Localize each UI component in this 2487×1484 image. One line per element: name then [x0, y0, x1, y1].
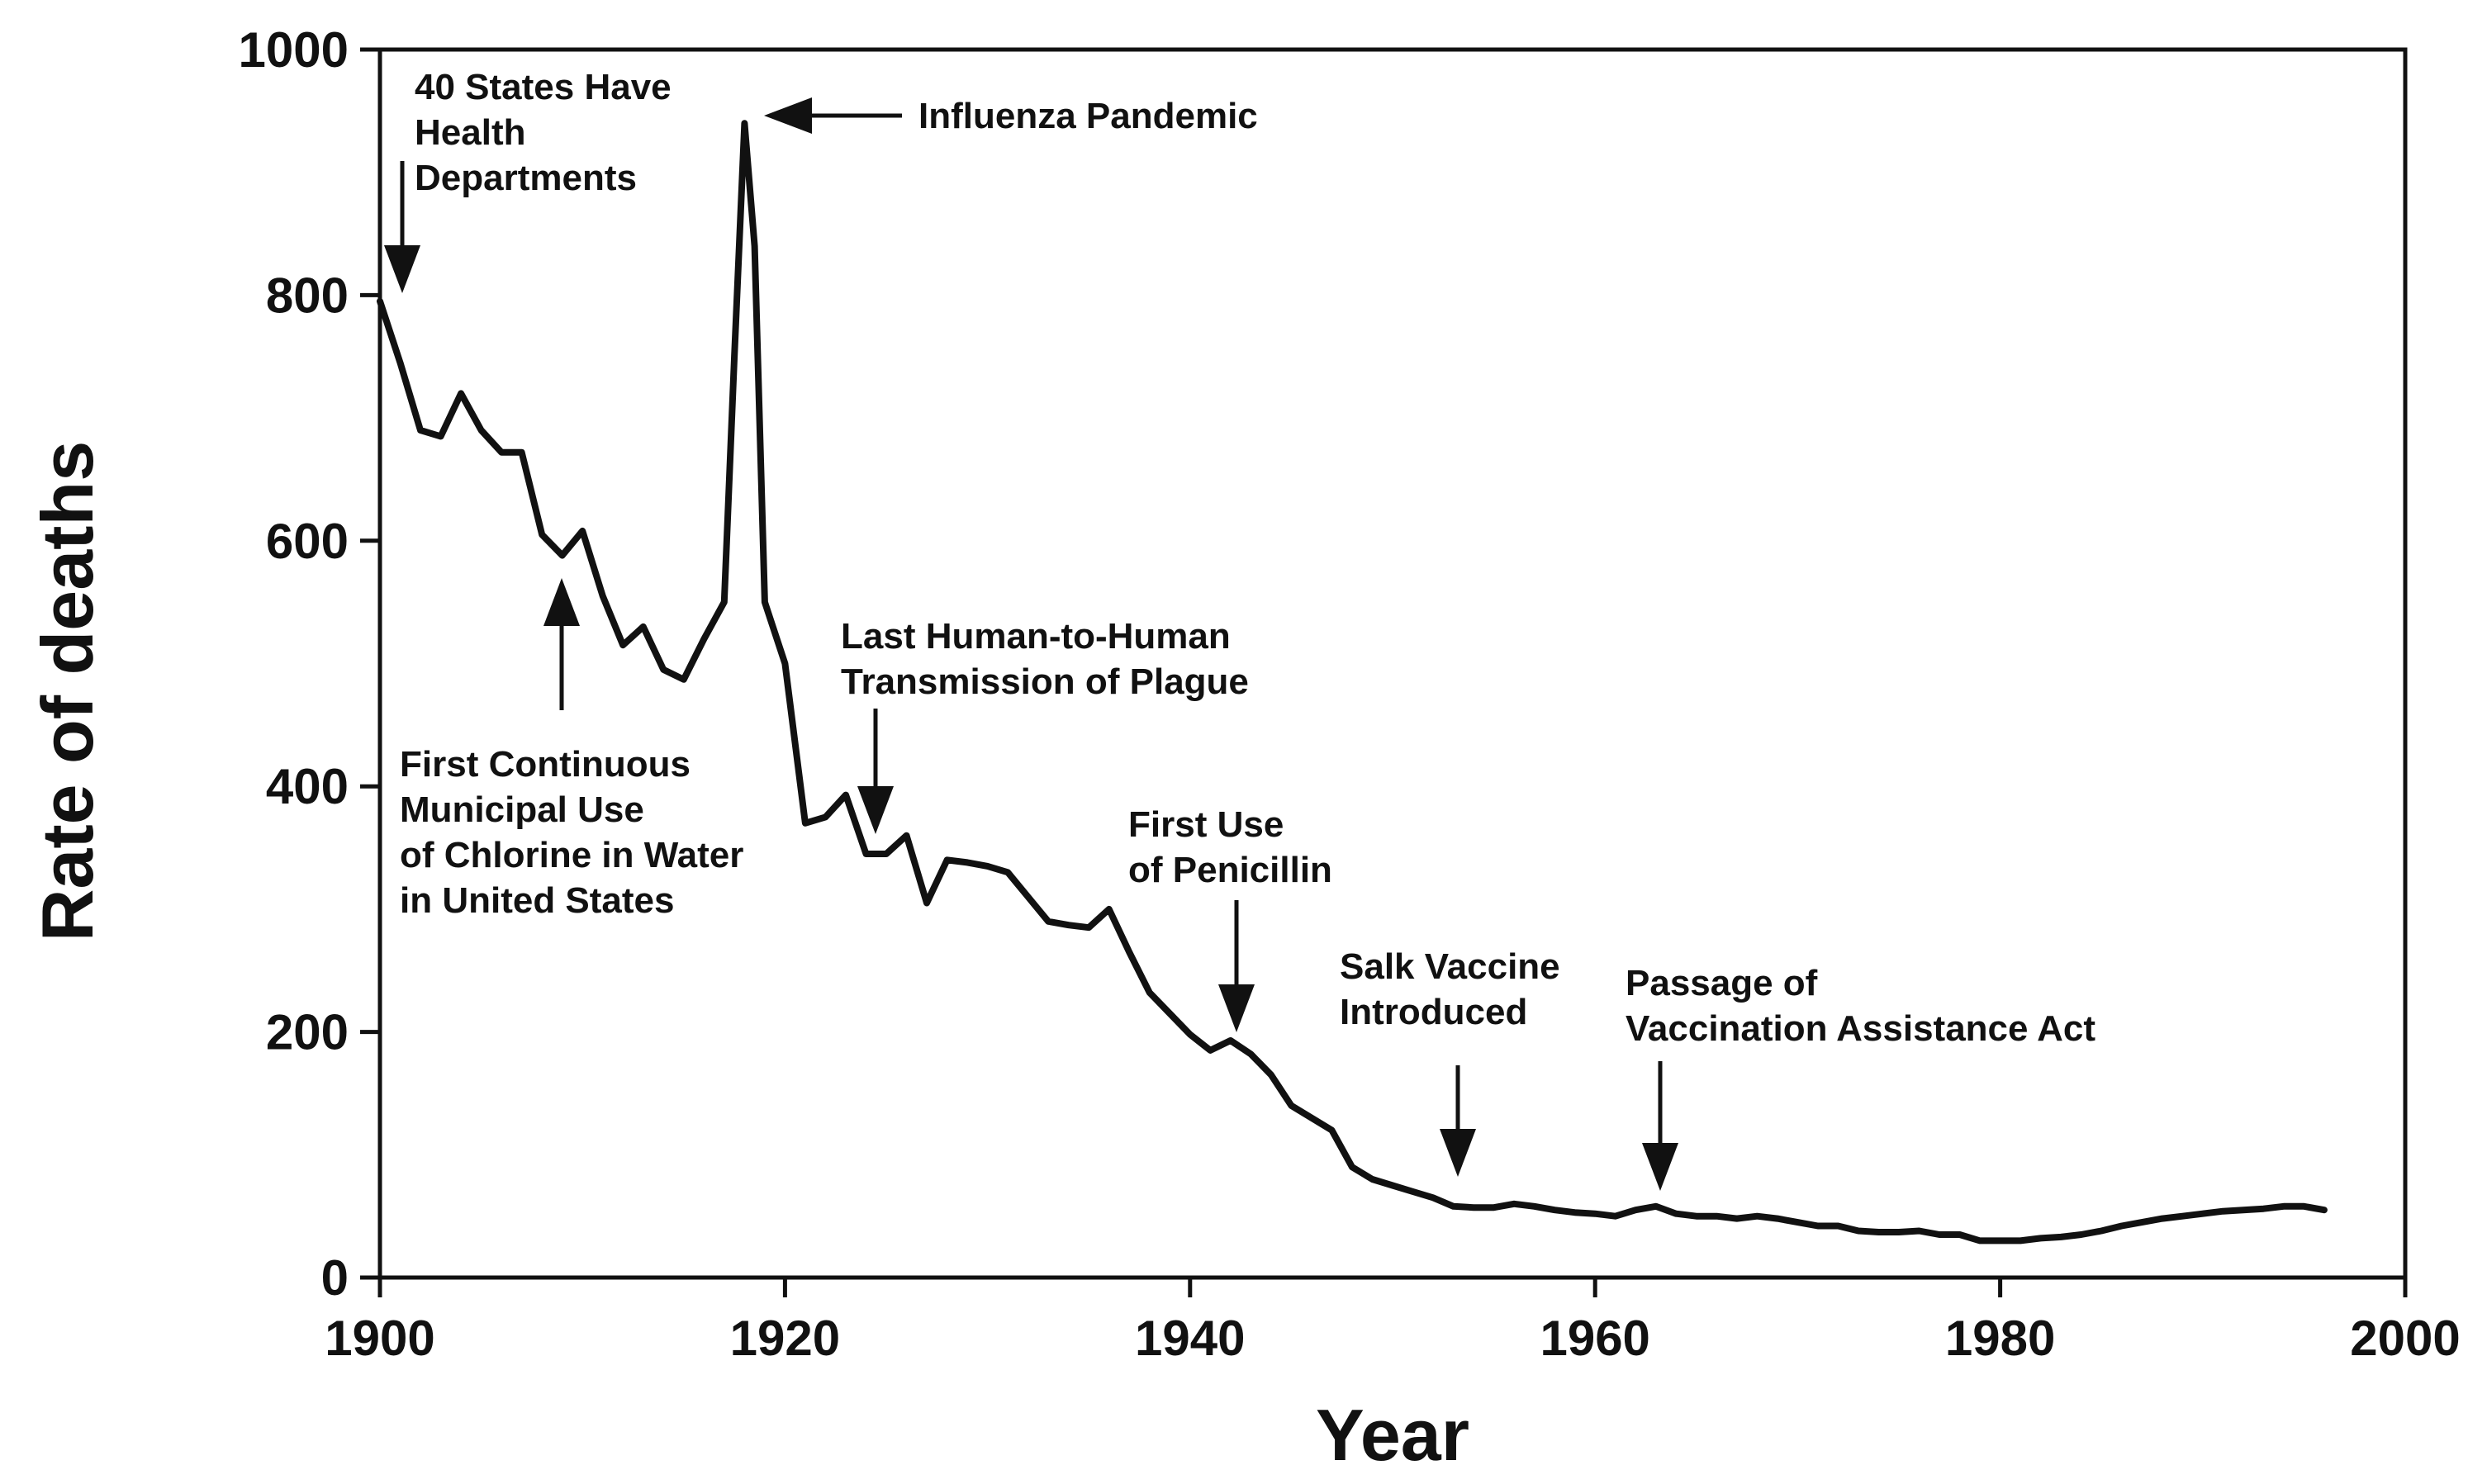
annotation-label: Last Human-to-Human	[841, 616, 1231, 657]
annotation-label: Health	[415, 112, 525, 153]
annotation-label: First Use	[1128, 804, 1284, 845]
annotation-label: 40 States Have	[415, 67, 672, 107]
annotation-arrowhead	[857, 786, 894, 834]
y-tick-label: 0	[321, 1250, 349, 1306]
y-tick-label: 400	[266, 759, 349, 814]
annotations: 40 States Have Health Departments Influenza…	[384, 67, 2095, 1191]
annotation-label: Vaccination Assistance Act	[1626, 1008, 2095, 1049]
annotation-arrowhead	[543, 578, 580, 626]
annotation-label: Municipal Use	[400, 789, 644, 830]
annotation: Influenza Pandemic	[764, 96, 1258, 136]
annotation-label: Salk Vaccine	[1340, 946, 1560, 987]
annotation-label: of Penicillin	[1128, 850, 1332, 890]
x-tick-label: 1920	[730, 1311, 840, 1366]
x-tick-label: 1980	[1945, 1311, 2055, 1366]
y-tick-label: 600	[266, 514, 349, 569]
plot-frame	[377, 47, 2408, 1280]
annotation-label: Introduced	[1340, 992, 1527, 1032]
annotation-arrowhead	[1440, 1129, 1476, 1177]
x-tick-label: 2000	[2350, 1311, 2460, 1366]
x-axis-title: Year	[1316, 1394, 1469, 1476]
annotation-arrowhead	[1218, 984, 1255, 1032]
x-axis: 1900 1920 1940 1960 1980 2000	[325, 1278, 2461, 1366]
annotation-label: Passage of	[1626, 963, 1818, 1003]
annotation-label: of Chlorine in Water	[400, 835, 743, 875]
x-tick-label: 1900	[325, 1311, 434, 1366]
annotation-label: First Continuous	[400, 744, 691, 785]
annotation: 40 States Have Health Departments	[384, 67, 672, 293]
annotation-label: Transmission of Plague	[841, 661, 1249, 702]
y-axis-title: Rate of deaths	[26, 441, 108, 941]
y-axis: 0 200 400 600 800 1000	[239, 22, 380, 1306]
annotation: First Use of Penicillin	[1128, 804, 1332, 1032]
annotation: Salk Vaccine Introduced	[1340, 946, 1560, 1177]
annotation-label: Influenza Pandemic	[918, 96, 1258, 136]
x-tick-label: 1940	[1135, 1311, 1245, 1366]
y-tick-label: 800	[266, 268, 349, 323]
annotation: Passage of Vaccination Assistance Act	[1626, 963, 2095, 1191]
y-tick-label: 1000	[239, 22, 349, 78]
y-tick-label: 200	[266, 1005, 349, 1060]
annotation-label: in United States	[400, 880, 675, 921]
x-tick-label: 1960	[1540, 1311, 1649, 1366]
series-line	[377, 120, 2328, 1245]
annotation-arrowhead	[764, 97, 812, 134]
annotation-label: Departments	[415, 158, 637, 198]
annotation-arrowhead	[384, 245, 420, 293]
annotation-arrowhead	[1642, 1143, 1678, 1191]
